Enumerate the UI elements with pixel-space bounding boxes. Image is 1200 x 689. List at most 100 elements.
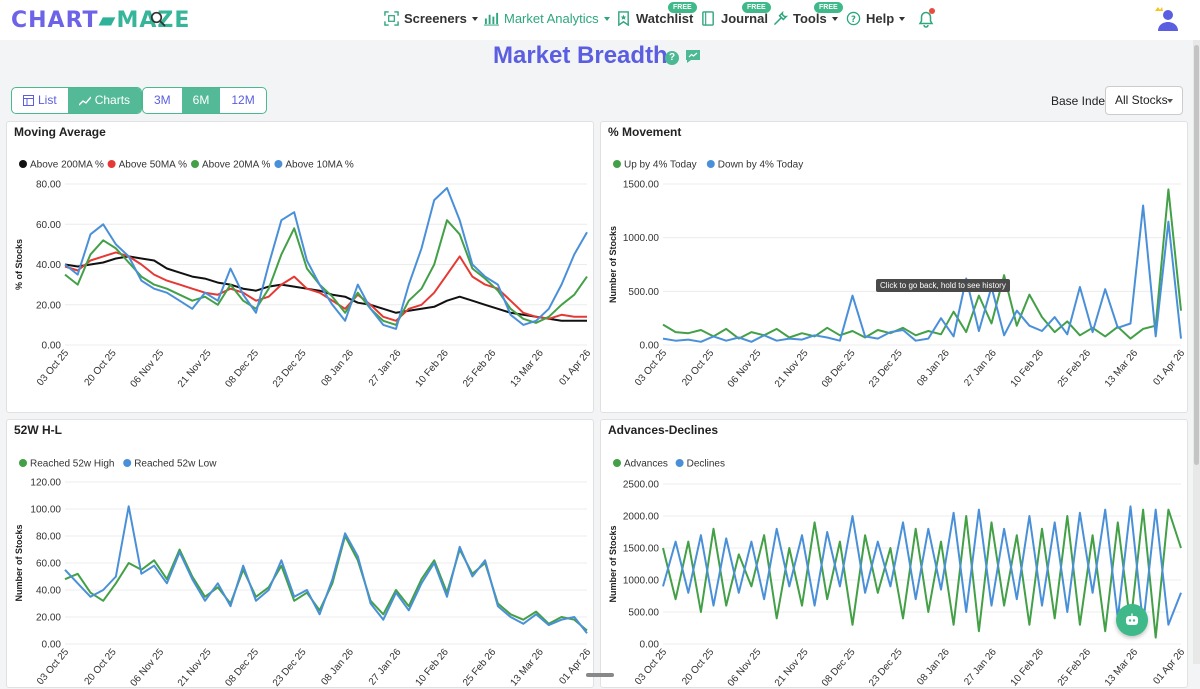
x-tick-label: 10 Feb 26 [1009,348,1047,390]
legend-item: Above 200MA % [19,160,104,171]
drag-handle[interactable] [586,673,614,677]
back-button-tooltip: Click to go back, hold to see history [876,279,1010,292]
help-icon: ? [846,11,861,26]
range-toggle: 3M 6M 12M [142,87,267,114]
x-tick-label: 27 Jan 26 [367,348,404,389]
legend-item: Down by 4% Today [706,160,803,171]
x-tick-label: 21 Nov 25 [773,647,811,689]
x-tick-label: 20 Oct 25 [82,348,119,389]
y-tick-label: 1500.00 [623,544,660,555]
base-index-value: All Stocks [1115,93,1168,107]
scrollbar-thumb[interactable] [1194,45,1199,465]
y-axis-label: % of Stocks [14,239,24,290]
x-tick-label: 08 Jan 26 [319,647,356,688]
range-6m-button[interactable]: 6M [181,88,221,113]
y-axis-label: Number of Stocks [14,524,24,601]
nav-screeners[interactable]: Screeners [384,11,478,26]
range-12m-button[interactable]: 12M [231,93,255,107]
y-axis-label: Number of Stocks [608,226,618,303]
list-view-button[interactable]: List [12,88,68,113]
legend-marker [613,459,621,467]
percent-movement-panel: % Movement Up by 4% Today Down by 4% Toda… [600,121,1188,413]
nav-journal[interactable]: Journal FREE [701,2,771,26]
range-3m-button[interactable]: 3M [154,93,171,107]
x-tick-label: 10 Feb 26 [1009,647,1047,689]
chatbot-button[interactable] [1116,604,1148,636]
user-avatar-icon[interactable] [1154,6,1180,32]
series-line [64,505,588,634]
x-tick-label: 10 Feb 26 [414,348,452,390]
chevron-down-icon [831,16,838,21]
legend-item: Declines [675,459,725,470]
free-badge: FREE [742,2,771,13]
x-tick-label: 23 Dec 25 [271,348,309,390]
search-icon[interactable] [150,11,166,27]
scan-icon [384,11,399,26]
x-tick-label: 08 Jan 26 [915,348,952,389]
panel-title: 52W H-L [14,423,62,437]
list-view-label: List [38,93,57,107]
legend-item: Up by 4% Today [613,160,697,171]
x-tick-label: 25 Feb 26 [461,348,499,390]
x-tick-label: 03 Oct 25 [633,348,670,389]
nav-help-label: Help [866,11,895,26]
legend-item: Advances [613,459,668,470]
y-tick-label: 0.00 [42,341,62,352]
y-tick-label: 40.00 [36,260,61,271]
x-tick-label: 13 Mar 26 [508,348,546,390]
chevron-down-icon [899,16,906,21]
y-tick-label: 1500.00 [623,180,660,191]
y-tick-label: 1000.00 [623,233,660,244]
series-line [64,219,588,326]
x-tick-label: 03 Oct 25 [35,348,72,389]
nav-market-analytics[interactable]: Market Analytics [484,11,610,26]
chat-icon[interactable] [685,49,701,64]
x-tick-label: 08 Dec 25 [820,348,858,390]
y-tick-label: 100.00 [30,505,61,516]
x-tick-label: 06 Nov 25 [726,647,764,689]
charts-view-label: Charts [94,93,131,107]
nav-tools[interactable]: Tools FREE [773,2,843,26]
advances-declines-panel: Advances-Declines Advances Declines 2500.0… [600,419,1188,689]
help-icon[interactable]: ? [665,51,679,65]
x-tick-label: 23 Dec 25 [867,348,905,390]
legend-label: Down by 4% Today [718,160,803,171]
legend-label: Above 20MA % [202,160,270,171]
legend-item: Above 10MA % [274,160,354,171]
legend-marker [675,459,684,467]
y-tick-label: 0.00 [42,640,62,651]
panel-title: Moving Average [14,125,106,139]
y-tick-label: 1000.00 [623,576,660,587]
x-tick-label: 08 Jan 26 [915,647,952,688]
bell-icon[interactable] [918,11,934,28]
base-index-select[interactable]: All Stocks [1105,86,1183,115]
x-tick-label: 21 Nov 25 [773,348,811,390]
series-line [64,255,587,322]
charts-view-button[interactable]: Charts [67,88,142,113]
x-tick-label: 25 Feb 26 [1056,348,1094,390]
nav-help[interactable]: ? Help [846,11,906,26]
y-tick-label: 60.00 [36,220,61,231]
bookmark-icon [618,11,629,26]
x-tick-label: 21 Nov 25 [176,348,214,390]
x-tick-label: 25 Feb 26 [461,647,499,689]
x-tick-label: 01 Apr 26 [557,348,593,388]
series-line [662,508,1182,639]
free-badge: FREE [668,2,697,13]
nav-watchlist[interactable]: Watchlist FREE [616,2,697,26]
legend-marker [107,160,116,168]
legend-item: Above 20MA % [191,160,270,171]
view-toggle: List Charts [11,87,143,114]
chevron-down-icon [1167,99,1173,103]
legend-marker [706,160,715,168]
legend-label: Above 200MA % [30,160,104,171]
free-badge: FREE [814,2,843,13]
y-tick-label: 20.00 [36,613,61,624]
percent-movement-chart: Up by 4% Today Down by 4% Today 1500.00 100… [608,160,1188,390]
x-tick-label: 06 Nov 25 [128,348,166,390]
x-tick-label: 27 Jan 26 [962,348,999,389]
legend-marker [274,160,283,168]
x-tick-label: 06 Nov 25 [726,348,764,390]
legend-marker [123,459,132,467]
x-tick-label: 08 Dec 25 [223,647,261,689]
